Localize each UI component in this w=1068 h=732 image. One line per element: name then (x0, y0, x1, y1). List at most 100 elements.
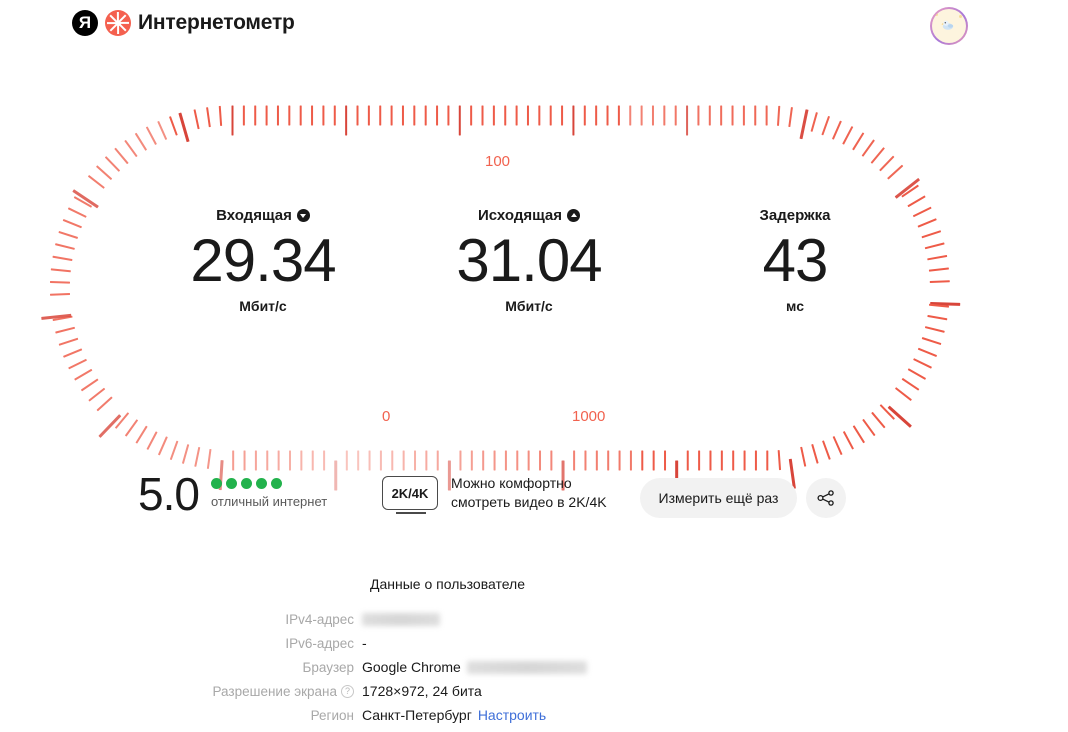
gauge-tick (685, 105, 689, 135)
gauge-tick (277, 105, 279, 125)
gauge-tick (333, 105, 336, 125)
gauge-tick (218, 105, 223, 126)
gauge-tick (754, 105, 757, 125)
retest-button[interactable]: Измерить ещё раз (640, 478, 797, 518)
gauge-tick (402, 450, 405, 470)
gauge-tick (322, 105, 325, 125)
gauge-tick (255, 450, 258, 470)
metric-title: Задержка (662, 207, 928, 224)
user-data-key-label: IPv4-адрес (285, 611, 354, 627)
gauge-label-1000: 1000 (572, 408, 606, 425)
score-dot (225, 478, 237, 489)
gauge-tick (852, 424, 866, 443)
user-data-key-label: Разрешение экрана (212, 683, 338, 699)
gauge-tick (607, 450, 610, 470)
metric-latency: Задержка 43 мс (662, 207, 928, 314)
help-icon[interactable]: ? (341, 684, 354, 698)
gauge-tick (114, 147, 129, 164)
video-quality-block: 2K/4K Можно комфортно смотреть видео в 2… (382, 474, 607, 514)
score-details: отличный интернет (210, 470, 327, 509)
gauge-tick (437, 450, 439, 470)
gauge-tick (68, 358, 88, 369)
gauge-tick (527, 105, 529, 125)
gauge-tick (367, 105, 370, 125)
gauge-tick (907, 194, 926, 207)
gauge-tick (311, 105, 313, 125)
user-data-value-text: - (362, 635, 367, 651)
share-button[interactable] (806, 478, 846, 518)
gauge-tick (288, 105, 291, 125)
gauge-tick (721, 450, 723, 470)
gauge-tick (458, 105, 462, 135)
gauge-tick (561, 105, 563, 125)
app-logo[interactable]: Я Интернетометр (72, 10, 295, 36)
gauge-tick (663, 105, 666, 125)
user-data-row: Регион Санкт-Петербург Настроить (0, 703, 1068, 727)
configure-region-link[interactable]: Настроить (477, 707, 547, 723)
speed-gauge: 100 0 1000 (40, 95, 960, 490)
gauge-label-0: 0 (382, 408, 391, 425)
gauge-tick (811, 443, 819, 464)
header: Я Интернетометр (0, 0, 1068, 52)
gauge-tick (193, 108, 200, 129)
redacted-value (466, 660, 587, 674)
gauge-tick (158, 435, 168, 455)
gauge-tick (482, 450, 485, 470)
gauge-tick (777, 449, 782, 470)
gauge-tick (539, 450, 542, 470)
gauge-tick (62, 218, 83, 228)
gauge-tick (550, 450, 553, 470)
gauge-tick (232, 450, 235, 470)
score-dot (210, 478, 222, 489)
gauge-tick (58, 337, 79, 346)
gauge-tick (821, 115, 830, 135)
metric-label: Входящая (216, 207, 292, 224)
gauge-tick (87, 174, 105, 189)
gauge-tick (414, 450, 417, 470)
score-value: 5.0 (138, 468, 200, 520)
gauge-tick (254, 105, 257, 125)
gauge-tick (842, 125, 854, 145)
gauge-tick (379, 105, 382, 125)
gauge-tick (917, 347, 938, 357)
starburst-icon (105, 10, 131, 36)
gauge-tick (527, 450, 530, 470)
gauge-tick (871, 411, 886, 428)
user-avatar[interactable] (930, 7, 968, 45)
gauge-tick (96, 396, 113, 411)
gauge-tick (925, 325, 945, 333)
user-data-value (362, 612, 440, 626)
gauge-tick (652, 105, 654, 125)
gauge-tick (402, 105, 404, 125)
gauge-tick (169, 115, 178, 136)
user-data-value: Google Chrome (362, 659, 587, 675)
gauge-tick (242, 105, 245, 125)
gauge-tick (74, 368, 93, 381)
gauge-tick (755, 450, 758, 470)
gauge-tick (887, 164, 904, 179)
gauge-tick (323, 450, 326, 470)
gauge-tick (766, 450, 769, 470)
gauge-tick (207, 448, 212, 469)
user-data-row: IPv6-адрес - (0, 631, 1068, 655)
gauge-tick (182, 443, 190, 464)
gauge-tick (312, 450, 314, 470)
gauge-tick (895, 386, 913, 401)
upload-arrow-icon (567, 209, 581, 222)
gauge-tick (698, 450, 701, 470)
user-data-value: 1728×972, 24 бита (362, 683, 482, 699)
gauge-tick (50, 267, 71, 272)
gauge-tick (380, 450, 383, 470)
gauge-tick (368, 450, 371, 470)
app-title: Интернетометр (138, 11, 295, 34)
gauge-tick (843, 430, 855, 449)
gauge-tick (178, 112, 189, 142)
gauge-tick (125, 418, 139, 437)
gauge-tick (901, 377, 920, 391)
gauge-tick (852, 131, 865, 150)
gauge-tick (346, 450, 348, 470)
gauge-tick (708, 105, 711, 125)
gauge-tick (788, 106, 793, 127)
gauge-tick (425, 450, 428, 470)
gauge-tick (732, 450, 735, 470)
